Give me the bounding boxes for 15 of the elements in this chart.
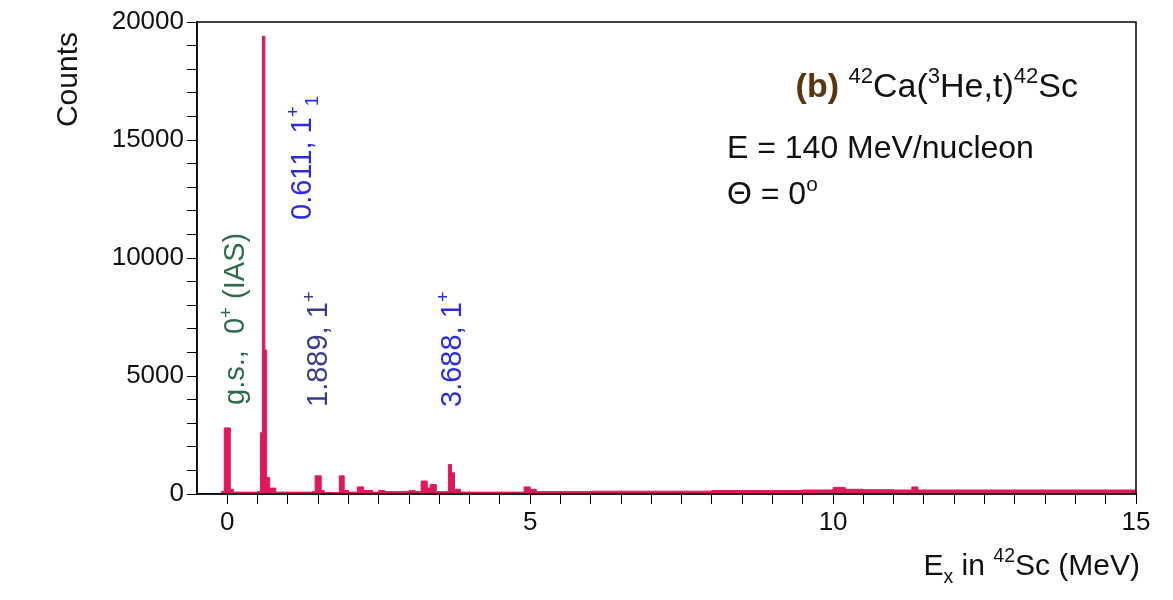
x-tick-label: 15 [1121, 505, 1151, 536]
annotation: 3.688, 1+ [431, 291, 467, 407]
y-axis-title: Counts [50, 31, 83, 128]
x-tick-label: 0 [220, 505, 235, 536]
y-tick-label: 0 [169, 477, 184, 508]
y-tick-label: 5000 [126, 359, 184, 390]
x-tick-label: 5 [522, 505, 538, 536]
annotation: g.s., 0+ (IAS) [214, 232, 250, 405]
y-tick-label: 10000 [111, 241, 184, 272]
y-tick-label: 20000 [111, 5, 184, 36]
annotation: 1.889, 1+ [297, 291, 333, 407]
y-tick-label: 15000 [111, 123, 184, 154]
annotation: 0.611, 1+1 [281, 95, 323, 220]
annotation: E = 140 MeV/nucleon [727, 129, 1034, 165]
x-tick-label: 10 [818, 505, 848, 536]
